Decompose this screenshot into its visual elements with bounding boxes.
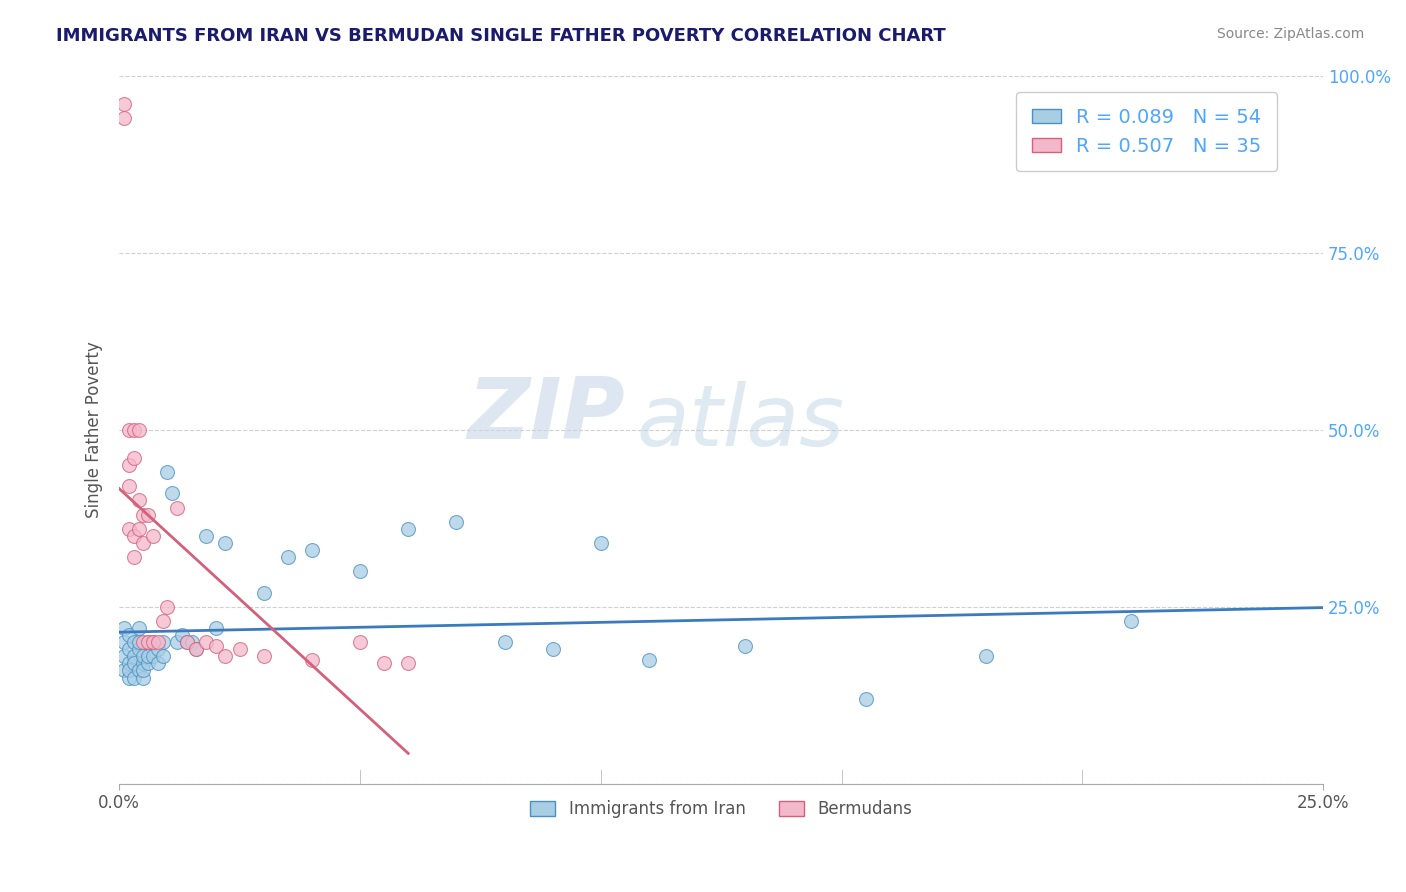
Point [122, 635, 145, 649]
Point [136, 508, 159, 522]
Point [132, 671, 155, 685]
Point [152, 649, 174, 664]
Point [349, 635, 371, 649]
Point [112, 621, 135, 635]
Point [112, 635, 135, 649]
Point [122, 423, 145, 437]
Point [142, 529, 165, 543]
Point [446, 515, 468, 529]
Point [214, 649, 236, 664]
Point [176, 635, 198, 649]
Point [204, 639, 226, 653]
Point [974, 649, 997, 664]
Point [132, 508, 155, 522]
Point [176, 635, 198, 649]
Point [112, 664, 135, 678]
Point [128, 635, 150, 649]
Point [132, 664, 155, 678]
Point [146, 642, 169, 657]
Point [638, 653, 661, 667]
Point [146, 635, 169, 649]
Point [162, 486, 184, 500]
Point [132, 635, 155, 649]
Point [186, 642, 208, 657]
Point [136, 657, 159, 671]
Point [118, 628, 141, 642]
Point [142, 635, 165, 649]
Point [156, 465, 179, 479]
Point [146, 657, 169, 671]
Point [166, 635, 188, 649]
Point [136, 635, 159, 649]
Point [180, 635, 202, 649]
Point [194, 635, 217, 649]
Point [734, 639, 756, 653]
Point [122, 550, 145, 565]
Point [118, 458, 141, 472]
Point [136, 649, 159, 664]
Point [128, 522, 150, 536]
Point [118, 664, 141, 678]
Point [396, 522, 419, 536]
Point [132, 536, 155, 550]
Point [128, 493, 150, 508]
Point [122, 649, 145, 664]
Point [156, 599, 179, 614]
Point [204, 621, 226, 635]
Point [112, 96, 135, 111]
Point [373, 657, 395, 671]
Text: ZIP: ZIP [467, 374, 624, 457]
Point [152, 614, 174, 628]
Point [112, 649, 135, 664]
Point [170, 628, 193, 642]
Point [214, 536, 236, 550]
Text: IMMIGRANTS FROM IRAN VS BERMUDAN SINGLE FATHER POVERTY CORRELATION CHART: IMMIGRANTS FROM IRAN VS BERMUDAN SINGLE … [56, 27, 946, 45]
Point [128, 423, 150, 437]
Point [194, 529, 217, 543]
Text: Source: ZipAtlas.com: Source: ZipAtlas.com [1216, 27, 1364, 41]
Point [253, 649, 276, 664]
Point [589, 536, 612, 550]
Point [118, 657, 141, 671]
Point [118, 423, 141, 437]
Point [253, 585, 276, 599]
Text: atlas: atlas [637, 381, 845, 464]
Point [277, 550, 299, 565]
Point [132, 649, 155, 664]
Point [118, 642, 141, 657]
Point [228, 642, 250, 657]
Point [1119, 614, 1142, 628]
Point [122, 450, 145, 465]
Point [301, 543, 323, 558]
Point [166, 500, 188, 515]
Point [136, 635, 159, 649]
Y-axis label: Single Father Poverty: Single Father Poverty [86, 342, 103, 518]
Point [349, 564, 371, 578]
Point [396, 657, 419, 671]
Point [112, 111, 135, 125]
Point [541, 642, 564, 657]
Point [128, 664, 150, 678]
Point [118, 479, 141, 493]
Point [494, 635, 516, 649]
Point [118, 671, 141, 685]
Point [855, 691, 877, 706]
Point [122, 657, 145, 671]
Point [301, 653, 323, 667]
Point [128, 642, 150, 657]
Point [118, 522, 141, 536]
Point [142, 635, 165, 649]
Point [128, 621, 150, 635]
Point [122, 671, 145, 685]
Legend: Immigrants from Iran, Bermudans: Immigrants from Iran, Bermudans [523, 794, 918, 825]
Point [132, 657, 155, 671]
Point [152, 635, 174, 649]
Point [122, 529, 145, 543]
Point [186, 642, 208, 657]
Point [142, 649, 165, 664]
